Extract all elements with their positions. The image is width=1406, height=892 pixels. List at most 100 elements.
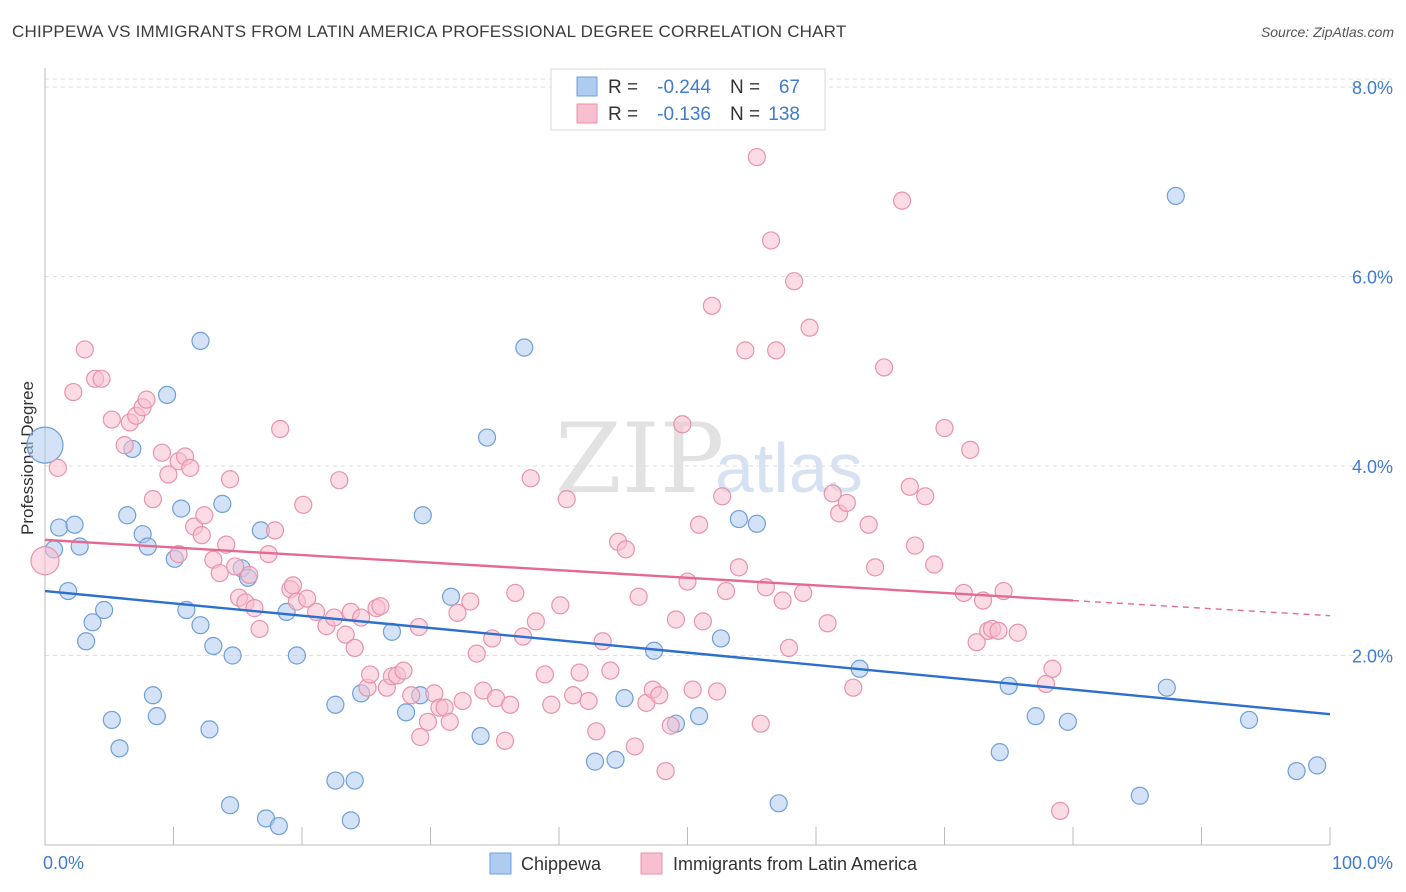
legend-r-label: R = <box>608 77 638 98</box>
data-point <box>713 487 732 506</box>
data-point <box>411 727 430 747</box>
data-point <box>1026 707 1045 726</box>
data-point <box>656 761 675 781</box>
data-point <box>751 714 770 733</box>
data-point <box>716 581 736 601</box>
legend-swatch-immigrants <box>576 103 598 124</box>
data-point <box>453 691 472 711</box>
data-point <box>352 608 371 627</box>
data-point <box>625 737 644 756</box>
data-point <box>585 752 605 771</box>
data-point <box>1287 761 1306 781</box>
legend-n-value-immigrants: 138 <box>768 104 800 125</box>
data-point <box>441 587 461 606</box>
data-point <box>629 587 648 606</box>
data-point <box>92 369 111 388</box>
data-point <box>394 661 413 680</box>
data-point <box>892 191 912 210</box>
data-point <box>526 612 545 631</box>
data-point <box>794 583 813 603</box>
data-point <box>287 646 306 665</box>
data-point <box>683 680 702 699</box>
y-tick-labels: 2.0% 4.0% 6.0% 8.0% <box>1352 78 1393 667</box>
data-point <box>916 487 935 506</box>
data-point <box>501 695 520 714</box>
data-point <box>147 707 166 726</box>
data-point <box>471 726 490 746</box>
data-point <box>615 689 634 708</box>
data-point <box>64 382 83 402</box>
data-point <box>1130 786 1149 805</box>
data-point <box>95 600 114 620</box>
data-point <box>345 638 364 658</box>
data-point <box>118 506 137 525</box>
data-point <box>213 494 232 513</box>
data-point <box>152 443 172 462</box>
chart-title: CHIPPEWA VS IMMIGRANTS FROM LATIN AMERIC… <box>12 22 847 41</box>
legend-swatch-chippewa <box>576 76 598 97</box>
data-point <box>77 632 96 651</box>
data-point <box>283 576 303 595</box>
data-point <box>245 599 264 618</box>
data-point <box>1166 186 1185 206</box>
data-point <box>570 663 589 682</box>
data-point <box>800 318 819 337</box>
bottom-legend-label-immigrants: Immigrants from Latin America <box>673 854 918 874</box>
data-point <box>900 477 919 496</box>
source-credit: Source: ZipAtlas.com <box>1260 24 1394 40</box>
data-point <box>477 428 497 447</box>
data-point <box>143 490 163 509</box>
data-point <box>990 743 1009 762</box>
data-point <box>330 471 349 490</box>
bottom-legend-label-chippewa: Chippewa <box>521 854 602 874</box>
data-point <box>587 722 606 741</box>
trend-lines <box>44 538 1331 716</box>
data-point <box>689 707 709 726</box>
data-point <box>157 385 177 405</box>
data-point <box>650 686 669 705</box>
data-point <box>593 632 612 651</box>
legend-n-value-chippewa: 67 <box>779 77 800 98</box>
data-point <box>195 506 214 525</box>
x-tick-label-max: 100.0% <box>1332 853 1393 873</box>
data-point <box>402 686 421 705</box>
legend-n-label-2: N = <box>730 104 760 125</box>
data-point <box>200 720 219 739</box>
bottom-legend-swatch-immigrants <box>640 852 663 875</box>
data-point <box>818 614 837 633</box>
data-point <box>30 546 60 576</box>
data-point <box>75 340 94 359</box>
x-tick-label-min: 0.0% <box>43 853 84 873</box>
data-point <box>59 581 78 601</box>
data-point <box>535 665 554 684</box>
data-point <box>515 338 534 357</box>
data-point <box>579 691 598 711</box>
y-tick-label: 2.0% <box>1352 646 1393 666</box>
data-point <box>905 536 925 555</box>
data-point <box>925 555 944 574</box>
data-point <box>361 665 380 684</box>
data-point <box>837 493 856 513</box>
data-point <box>967 633 986 652</box>
data-point <box>564 686 583 705</box>
data-point <box>711 629 731 648</box>
y-tick-label: 4.0% <box>1352 457 1393 477</box>
data-point <box>181 458 200 477</box>
data-point <box>137 390 156 409</box>
data-point <box>298 589 317 608</box>
legend-r-value-chippewa: -0.244 <box>657 77 711 98</box>
bottom-legend-swatch-chippewa <box>489 852 512 875</box>
data-point <box>396 703 416 722</box>
trend-line <box>44 589 1331 716</box>
data-point <box>707 682 727 701</box>
data-point <box>191 331 210 350</box>
data-point <box>1043 659 1062 678</box>
legend-n-label: N = <box>730 77 760 98</box>
x-tick-labels: 0.0% 100.0% <box>43 853 1393 873</box>
legend-r-label-2: R = <box>608 104 638 125</box>
trend-line-extension <box>1072 599 1331 617</box>
data-point <box>736 341 755 360</box>
data-point <box>418 712 438 731</box>
data-point <box>557 490 576 509</box>
